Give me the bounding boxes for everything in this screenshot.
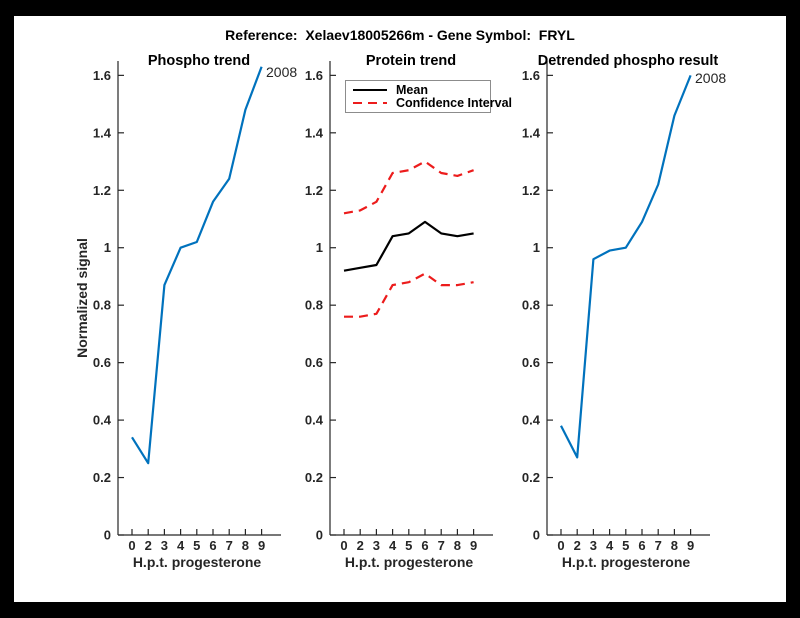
y-tick-label-2: 1 <box>316 240 323 255</box>
x-tick-label-2: 7 <box>438 538 445 553</box>
x-tick-label-2: 3 <box>373 538 380 553</box>
y-tick-label-2: 0 <box>316 528 323 543</box>
y-tick-label-2: 0.2 <box>305 470 323 485</box>
x-tick-label-3: 4 <box>606 538 614 553</box>
x-tick-label-3: 7 <box>655 538 662 553</box>
x-axis-label-3: H.p.t. progesterone <box>561 554 691 570</box>
upper-confidence-interval-line <box>343 160 474 215</box>
y-tick-label-3: 0.6 <box>522 355 540 370</box>
y-tick-label-2: 1.2 <box>305 183 323 198</box>
subplot-title-phospho-trend: Phospho trend <box>147 53 251 69</box>
x-tick-label-2: 4 <box>389 538 397 553</box>
lower-confidence-interval-line <box>344 272 474 318</box>
y-tick-label-3: 1.6 <box>522 68 540 83</box>
x-tick-label-3: 6 <box>638 538 645 553</box>
x-tick-label-1: 9 <box>258 538 265 553</box>
x-tick-label-1: 7 <box>226 538 233 553</box>
annotation-2008-phospho: 2008 <box>266 64 298 80</box>
legend-item-confidence-interval: Confidence Interval <box>353 96 512 110</box>
x-tick-label-2: 6 <box>421 538 428 553</box>
y-tick-label-1: 0.4 <box>93 413 112 428</box>
figure-canvas <box>14 16 786 602</box>
x-tick-label-1: 4 <box>177 538 185 553</box>
y-tick-label-1: 0 <box>104 528 111 543</box>
x-tick-label-2: 5 <box>405 538 412 553</box>
subplot-title-detrended-phospho-result: Detrended phospho result <box>537 53 719 69</box>
x-axis-label-2: H.p.t. progesterone <box>344 554 474 570</box>
y-tick-label-1: 0.8 <box>93 298 111 313</box>
legend-label-confidence-interval: Confidence Interval <box>396 96 512 111</box>
x-axis-label-1: H.p.t. progesterone <box>132 554 262 570</box>
y-tick-label-2: 0.4 <box>305 413 324 428</box>
y-tick-label-2: 0.6 <box>305 355 323 370</box>
mean-line-sample-icon <box>353 88 387 91</box>
phospho-signal-line <box>131 66 263 465</box>
x-tick-label-1: 0 <box>128 538 135 553</box>
y-tick-label-2: 1.6 <box>305 68 323 83</box>
x-tick-label-3: 2 <box>574 538 581 553</box>
confidence-interval-line-sample-icon <box>353 101 387 105</box>
y-tick-label-1: 0.6 <box>93 355 111 370</box>
y-tick-label-3: 1 <box>533 240 540 255</box>
x-tick-label-3: 9 <box>687 538 694 553</box>
x-tick-label-1: 5 <box>193 538 200 553</box>
x-tick-label-3: 5 <box>622 538 629 553</box>
y-tick-label-2: 1.4 <box>305 125 324 140</box>
y-tick-label-3: 1.4 <box>522 125 541 140</box>
x-tick-label-2: 2 <box>357 538 364 553</box>
x-tick-label-1: 8 <box>242 538 249 553</box>
y-tick-label-3: 0.2 <box>522 470 540 485</box>
y-tick-label-1: 1.4 <box>93 125 112 140</box>
y-tick-label-3: 0 <box>533 528 540 543</box>
x-tick-label-2: 9 <box>470 538 477 553</box>
y-tick-label-1: 1.6 <box>93 68 111 83</box>
x-tick-label-3: 0 <box>557 538 564 553</box>
y-tick-label-1: 1.2 <box>93 183 111 198</box>
legend-label-mean: Mean <box>396 82 428 97</box>
y-axis-label: Normalized signal <box>74 238 90 358</box>
detrended-phospho-signal-line <box>560 74 692 459</box>
y-tick-label-3: 1.2 <box>522 183 540 198</box>
legend-item-mean: Mean <box>353 82 483 97</box>
y-tick-label-3: 0.8 <box>522 298 540 313</box>
x-tick-label-2: 0 <box>340 538 347 553</box>
y-tick-label-1: 0.2 <box>93 470 111 485</box>
y-tick-label-3: 0.4 <box>522 413 541 428</box>
x-tick-label-1: 6 <box>209 538 216 553</box>
subplot-title-protein-trend: Protein trend <box>365 53 457 69</box>
mean-line <box>343 220 474 272</box>
x-tick-label-3: 8 <box>671 538 678 553</box>
figure-title: Reference: Xelaev18005266m - Gene Symbol… <box>225 27 575 43</box>
x-tick-label-3: 3 <box>590 538 597 553</box>
x-tick-label-1: 3 <box>161 538 168 553</box>
x-tick-label-1: 2 <box>145 538 152 553</box>
x-tick-label-2: 8 <box>454 538 461 553</box>
annotation-2008-detrended: 2008 <box>695 70 727 86</box>
y-tick-label-1: 1 <box>104 240 111 255</box>
legend: Mean Confidence Interval <box>345 80 512 113</box>
y-tick-label-2: 0.8 <box>305 298 323 313</box>
